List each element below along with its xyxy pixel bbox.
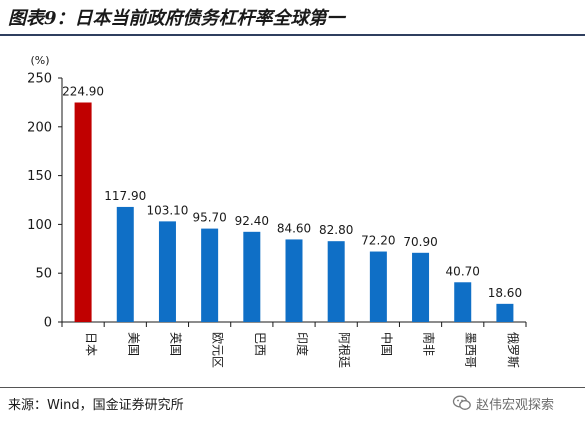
data-label: 40.70 xyxy=(446,264,480,278)
x-tick-label: 中国 xyxy=(379,332,394,356)
x-tick-label: 日本 xyxy=(84,332,98,356)
x-tick-label: 英国 xyxy=(168,332,182,356)
bar xyxy=(158,221,176,322)
data-label: 103.10 xyxy=(146,203,188,217)
x-tick-label: 南非 xyxy=(422,332,437,356)
y-tick-label: 0 xyxy=(44,316,52,331)
source-rule xyxy=(0,387,585,388)
data-label: 95.70 xyxy=(192,211,226,225)
figure-title: 图表9：日本当前政府债务杠杆率全球第一 xyxy=(8,8,345,29)
x-tick-label: 巴西 xyxy=(253,332,267,356)
title-rule xyxy=(0,34,585,36)
x-tick-label: 欧元区 xyxy=(211,332,225,368)
bar xyxy=(285,239,303,322)
x-tick-label: 美国 xyxy=(126,332,140,356)
x-tick-label: 印度 xyxy=(295,332,310,356)
bar xyxy=(201,228,219,322)
bar xyxy=(496,303,514,322)
y-unit-label: (%) xyxy=(30,54,49,67)
y-tick-label: 50 xyxy=(35,267,52,282)
bar xyxy=(454,282,472,322)
watermark: 赵伟宏观探索 xyxy=(452,392,554,414)
y-tick-label: 100 xyxy=(27,218,52,233)
x-tick-label: 阿根廷 xyxy=(337,332,351,368)
bar xyxy=(74,102,92,323)
data-label: 82.80 xyxy=(319,223,353,237)
bar xyxy=(116,206,134,322)
y-tick-label: 200 xyxy=(27,120,52,135)
y-tick-label: 250 xyxy=(27,72,52,87)
watermark-text: 赵伟宏观探索 xyxy=(476,397,555,413)
y-tick-label: 150 xyxy=(27,169,52,184)
bar xyxy=(327,241,345,322)
bar xyxy=(412,252,430,322)
source-note: 来源：Wind，国金证券研究所 xyxy=(8,398,184,413)
data-label: 72.20 xyxy=(361,234,395,248)
data-label: 70.90 xyxy=(403,235,437,249)
bar-chart: (%) 0 50 100 150 200 250 224.90 日本 117.90 美国 103.10… xyxy=(27,54,527,368)
data-label: 92.40 xyxy=(235,214,269,228)
bar xyxy=(369,251,387,322)
data-label: 224.90 xyxy=(62,84,104,98)
data-label: 18.60 xyxy=(488,286,522,300)
data-label: 117.90 xyxy=(104,189,146,203)
x-tick-label: 俄罗斯 xyxy=(506,332,520,368)
title-bar: 图表9：日本当前政府债务杠杆率全球第一 xyxy=(0,0,585,36)
x-tick-label: 墨西哥 xyxy=(464,332,478,368)
data-label: 84.60 xyxy=(277,221,311,235)
wechat-icon xyxy=(452,395,471,410)
bar xyxy=(243,231,261,322)
